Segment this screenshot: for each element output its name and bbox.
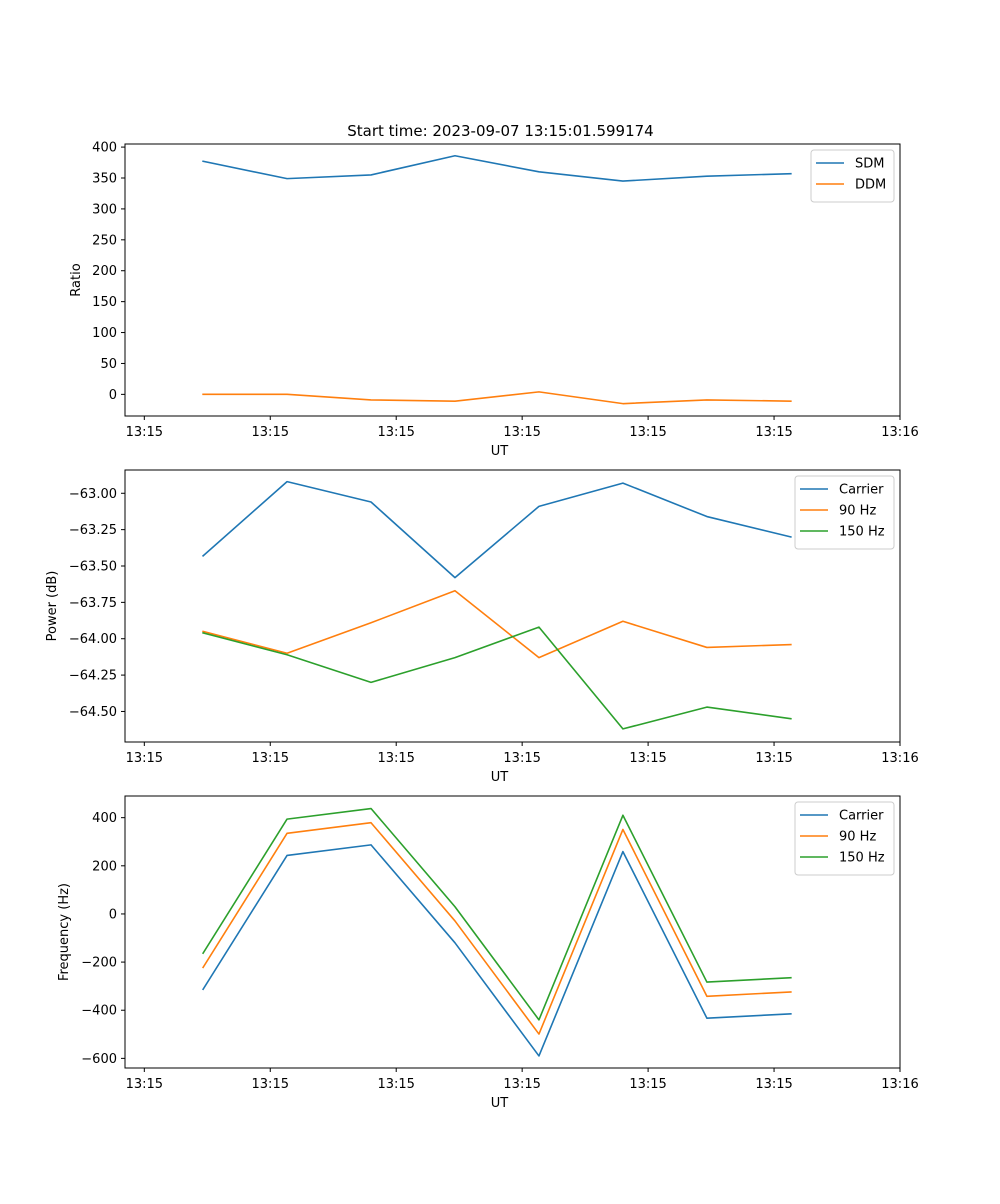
chart-panel-1: 13:15 13:15 13:15 13:15 13:15 13:15 13:16 0 50 10… [69,122,919,459]
x-axis-label: UT [491,770,509,785]
chart-panel-2: 13:15 13:15 13:15 13:15 13:15 13:15 13:16 −64.5… [45,469,919,785]
series-line-sdm [202,154,792,182]
y-tick-label: 200 [92,264,117,279]
x-tick-label: 13:15 [126,1077,163,1092]
legend-label: 90 Hz [839,504,876,519]
axes-frame [124,469,901,743]
y-tick-label: −64.00 [69,632,117,647]
y-tick-label: 400 [92,811,117,826]
x-tick-label: 13:15 [755,425,792,440]
series-line-90-hz [202,589,792,659]
x-axis-label: UT [491,444,509,459]
legend: SDM DDM [810,149,895,203]
legend: Carrier 90 Hz 150 Hz [794,801,895,876]
y-tick-label: 0 [109,907,117,922]
x-tick-label: 13:15 [126,751,163,766]
x-tick-label: 13:15 [629,1077,666,1092]
x-tick-label: 13:15 [755,1077,792,1092]
x-tick-label: 13:15 [503,425,540,440]
x-tick-label: 13:15 [126,425,163,440]
legend-label: 150 Hz [839,525,885,540]
legend-label: Carrier [839,483,884,498]
legend: Carrier 90 Hz 150 Hz [794,475,895,550]
y-tick-label: −200 [81,956,117,971]
y-tick-label: 150 [92,295,117,310]
y-tick-label: −64.25 [69,669,117,684]
chart-title: Start time: 2023-09-07 13:15:01.599174 [347,122,653,140]
y-tick-label: 50 [100,357,117,372]
y-tick-label: 250 [92,233,117,248]
legend-label: Carrier [839,809,884,824]
y-tick-label: 350 [92,172,117,187]
x-tick-label: 13:15 [755,751,792,766]
legend-label: 150 Hz [839,851,885,866]
x-tick-label: 13:16 [881,751,918,766]
x-tick-label: 13:15 [377,751,414,766]
y-axis-label: Ratio [69,263,84,296]
y-tick-label: −63.00 [69,487,117,502]
legend-label: 90 Hz [839,830,876,845]
x-axis-label: UT [491,1096,509,1111]
x-tick-label: 13:15 [503,751,540,766]
series-line-carrier [201,480,792,579]
y-tick-label: −64.50 [69,705,117,720]
legend-label: DDM [855,178,886,193]
x-tick-label: 13:15 [377,425,414,440]
series-line-150-hz [202,626,792,730]
series-line-90-hz [201,821,792,1035]
series-line-150-hz [201,807,792,1021]
x-tick-label: 13:15 [252,751,289,766]
y-tick-label: −63.25 [69,523,117,538]
y-tick-label: 200 [92,859,117,874]
x-tick-label: 13:16 [881,1077,918,1092]
x-tick-label: 13:15 [252,1077,289,1092]
x-tick-label: 13:15 [377,1077,414,1092]
y-axis-label: Frequency (Hz) [57,883,72,981]
x-tick-label: 13:15 [629,751,666,766]
y-tick-label: 100 [92,326,117,341]
x-tick-label: 13:15 [503,1077,540,1092]
y-tick-label: 400 [92,141,117,156]
legend-label: SDM [855,157,884,172]
y-tick-label: −63.50 [69,560,117,575]
x-tick-label: 13:15 [252,425,289,440]
series-line-carrier [201,844,792,1057]
x-tick-label: 13:16 [881,425,918,440]
y-tick-label: 300 [92,202,117,217]
axes-frame [124,143,901,417]
x-tick-label: 13:15 [629,425,666,440]
y-tick-label: −400 [81,1004,117,1019]
y-tick-label: −600 [81,1052,117,1067]
y-tick-label: 0 [109,388,117,403]
y-axis-label: Power (dB) [45,571,60,642]
series-line-ddm [202,391,792,405]
y-tick-label: −63.75 [69,596,117,611]
axes-frame [124,795,901,1069]
chart-panel-3: 13:15 13:15 13:15 13:15 13:15 13:15 13:16 −600 −… [57,795,919,1111]
